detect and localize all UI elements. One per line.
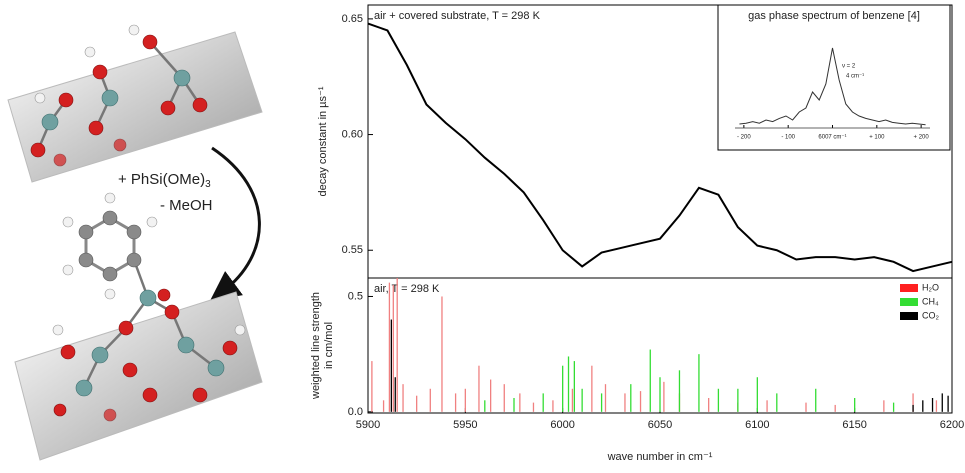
x-tick-label: 6150 — [842, 419, 866, 431]
y-tick-label: 0.60 — [342, 128, 363, 140]
surface-atoms — [30, 24, 208, 167]
y-axis-label: in cm/mol — [323, 322, 335, 369]
annotation: air + covered substrate, T = 298 K — [374, 10, 541, 22]
benzene-ring — [62, 192, 158, 300]
inset-annotation: ν = 2 — [842, 64, 856, 70]
reagent-text: + PhSi(OMe) — [118, 171, 205, 188]
reagent: + PhSi(OMe)3 — [118, 171, 211, 190]
y-axis-label: weighted line strength — [310, 292, 322, 400]
y-tick-label: 0.0 — [348, 406, 363, 418]
data-line — [739, 47, 926, 126]
data-line — [367, 22, 953, 273]
byproduct: - MeOH — [160, 197, 213, 214]
x-tick-label: - 200 — [737, 135, 751, 141]
x-tick-label: 5950 — [453, 419, 477, 431]
inset-frame — [717, 4, 951, 151]
legend-label: H₂O — [922, 282, 939, 292]
legend-swatch — [900, 298, 918, 306]
x-tick-label: 6100 — [745, 419, 769, 431]
reaction-arrow — [209, 146, 261, 301]
substrate-slab — [14, 291, 263, 461]
substrate-slab — [7, 31, 263, 183]
y-tick-label: 0.65 — [342, 13, 363, 25]
y-tick-label: 0.55 — [342, 244, 363, 256]
y-axis-label: decay constant in µs⁻¹ — [317, 86, 329, 196]
legend-swatch — [900, 284, 918, 292]
x-tick-label: 6000 — [550, 419, 574, 431]
reagent-subscript: 3 — [205, 179, 211, 190]
annotation: air, T = 298 K — [374, 283, 440, 295]
x-tick-label: 6200 — [940, 419, 964, 431]
x-tick-label: 6007 cm⁻¹ — [818, 135, 846, 141]
inset-annotation: 4 cm⁻¹ — [846, 74, 864, 80]
y-tick-label: 0.5 — [348, 290, 363, 302]
x-tick-label: + 200 — [914, 135, 930, 141]
x-tick-label: - 100 — [781, 135, 795, 141]
legend-swatch — [900, 312, 918, 320]
inset-title: gas phase spectrum of benzene [4] — [748, 10, 920, 22]
molecule-diagram: + PhSi(OMe)3 - MeOH — [7, 24, 263, 461]
legend-label: CO₂ — [922, 310, 940, 320]
x-axis-label: wave number in cm⁻¹ — [607, 451, 713, 463]
x-tick-label: + 100 — [869, 135, 885, 141]
x-tick-label: 5900 — [356, 419, 380, 431]
grafted-atoms — [52, 288, 246, 422]
x-tick-label: 6050 — [648, 419, 672, 431]
legend-label: CH₄ — [922, 296, 939, 306]
